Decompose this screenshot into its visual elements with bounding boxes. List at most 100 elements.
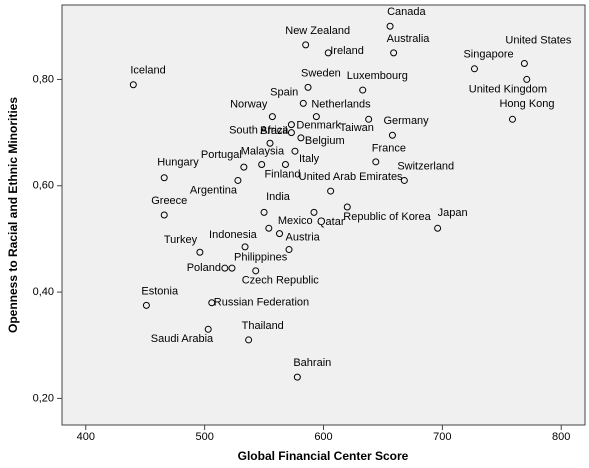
- point: [258, 160, 266, 168]
- point-label: Sweden: [301, 67, 341, 79]
- point-label: Saudi Arabia: [151, 333, 214, 345]
- y-tick-label: 0,60: [33, 180, 54, 192]
- point: [359, 86, 367, 94]
- y-tick-label: 0,80: [33, 73, 54, 85]
- x-tick-label: 800: [552, 431, 570, 443]
- point: [297, 134, 305, 142]
- point: [324, 49, 332, 57]
- point: [129, 81, 137, 89]
- point-label: Taiwan: [340, 122, 374, 134]
- point: [302, 41, 310, 49]
- point: [221, 264, 229, 272]
- x-tick-label: 500: [195, 431, 213, 443]
- point-label: Hungary: [157, 157, 199, 169]
- point-label: Australia: [387, 33, 431, 45]
- point-label: Japan: [438, 207, 468, 219]
- point: [388, 131, 396, 139]
- point-label: United Arab Emirates: [299, 171, 403, 183]
- point-label: Switzerland: [397, 160, 454, 172]
- point: [390, 49, 398, 57]
- point: [343, 203, 351, 211]
- point: [252, 267, 260, 275]
- point: [208, 299, 216, 307]
- point-label: Russian Federation: [214, 297, 309, 309]
- point-label: Poland: [187, 262, 221, 274]
- point-label: United Kingdom: [469, 83, 547, 95]
- point: [260, 208, 268, 216]
- point: [160, 174, 168, 182]
- point-label: Belgium: [305, 135, 345, 147]
- point: [160, 211, 168, 219]
- point: [400, 176, 408, 184]
- point: [287, 121, 295, 129]
- point: [234, 176, 242, 184]
- plot-area: [61, 4, 586, 426]
- point: [310, 208, 318, 216]
- point: [470, 65, 478, 73]
- point: [204, 325, 212, 333]
- point: [523, 75, 531, 83]
- point-label: Indonesia: [209, 229, 258, 241]
- point-label: Singapore: [463, 49, 513, 61]
- point: [276, 230, 284, 238]
- point-label: Turkey: [164, 234, 198, 246]
- point-label: Netherlands: [311, 99, 371, 111]
- point: [291, 147, 299, 155]
- point: [304, 83, 312, 91]
- point: [266, 139, 274, 147]
- point-label: New Zealand: [285, 25, 350, 37]
- point: [299, 99, 307, 107]
- point-label: Luxembourg: [347, 70, 408, 82]
- point-label: Thailand: [242, 320, 284, 332]
- point: [228, 264, 236, 272]
- point-label: Brazil: [260, 125, 288, 137]
- y-tick-label: 0,20: [33, 392, 54, 404]
- point: [434, 224, 442, 232]
- x-tick-label: 400: [77, 431, 95, 443]
- point: [312, 113, 320, 121]
- x-tick-label: 700: [433, 431, 451, 443]
- point: [196, 248, 204, 256]
- point: [293, 373, 301, 381]
- point-label: Germany: [383, 115, 429, 127]
- x-axis-title: Global Financial Center Score: [238, 449, 409, 463]
- point: [327, 187, 335, 195]
- point-label: Estonia: [141, 285, 179, 297]
- point: [142, 301, 150, 309]
- point-label: Denmark: [296, 120, 341, 132]
- point-label: Austria: [286, 232, 321, 244]
- point-label: Argentina: [190, 184, 238, 196]
- point-label: Italy: [299, 153, 320, 165]
- point-label: Spain: [270, 86, 298, 98]
- point: [281, 160, 289, 168]
- point: [285, 246, 293, 254]
- point-label: Hong Kong: [499, 98, 554, 110]
- point-label: United States: [505, 34, 572, 46]
- point-label: Iceland: [130, 65, 165, 77]
- point: [241, 243, 249, 251]
- point-label: Norway: [230, 99, 268, 111]
- point: [508, 115, 516, 123]
- point-label: Greece: [151, 195, 187, 207]
- point-label: Republic of Korea: [343, 211, 431, 223]
- point-label: Qatar: [317, 216, 345, 228]
- point-label: Ireland: [330, 45, 364, 57]
- point-label: Canada: [387, 6, 426, 18]
- point: [287, 129, 295, 137]
- point-label: Mexico: [278, 215, 313, 227]
- point-label: France: [372, 143, 406, 155]
- y-axis-title: Openness to Racial and Ethnic Minorities: [6, 97, 20, 333]
- point-label: Finland: [264, 168, 300, 180]
- point: [245, 336, 253, 344]
- point: [268, 113, 276, 121]
- point: [386, 22, 394, 30]
- x-tick-label: 600: [314, 431, 332, 443]
- point: [372, 158, 380, 166]
- point-label: Malaysia: [241, 145, 285, 157]
- point: [265, 224, 273, 232]
- point: [365, 115, 373, 123]
- point-label: South Africa: [229, 125, 289, 137]
- y-tick-label: 0,40: [33, 286, 54, 298]
